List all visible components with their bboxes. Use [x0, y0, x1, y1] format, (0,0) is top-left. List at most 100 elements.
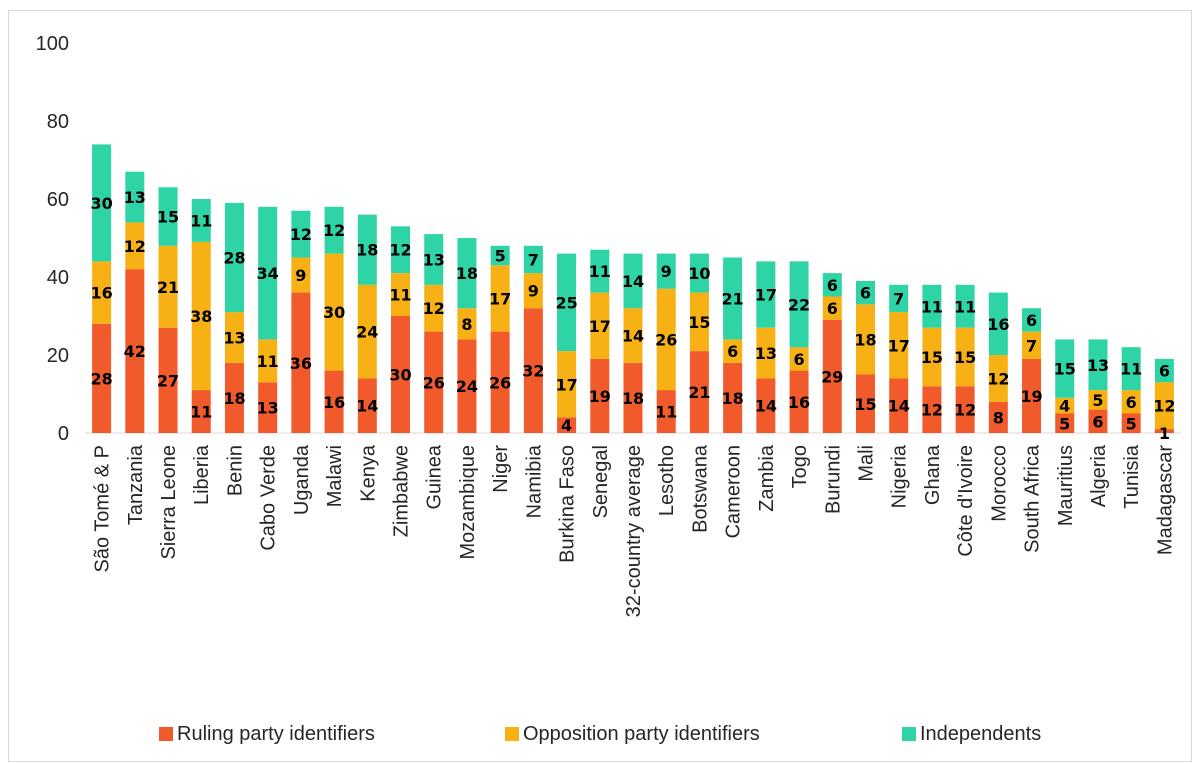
bar-segment [855, 374, 875, 433]
data-label: 14 [888, 397, 910, 416]
data-label: 17 [489, 289, 511, 308]
data-label: 22 [788, 295, 810, 314]
legend-swatch [505, 727, 519, 741]
data-label: 5 [495, 247, 506, 266]
bar-segment [92, 261, 112, 324]
bar-segment [656, 390, 676, 433]
bar-segment [424, 234, 444, 285]
bar-segment [922, 327, 942, 387]
data-label: 25 [555, 293, 577, 312]
bar-segment [424, 331, 444, 433]
bar-segment [457, 308, 477, 340]
bar-segment [391, 316, 411, 433]
bar-segment [689, 292, 709, 352]
data-label: 12 [323, 221, 345, 240]
y-tick-label: 100 [36, 33, 69, 55]
bar-segment [1022, 308, 1042, 332]
y-tick-label: 0 [58, 423, 69, 445]
data-label: 14 [622, 327, 644, 346]
bar-segment [822, 296, 842, 320]
bar-segment [92, 144, 112, 262]
x-tick-label: Guinea [424, 444, 446, 509]
bar-segment [158, 187, 178, 246]
x-tick-label: Ghana [922, 444, 944, 505]
bar-segment [623, 253, 643, 309]
data-label: 28 [90, 369, 112, 388]
bar-segment [789, 347, 809, 371]
data-label: 12 [921, 401, 943, 420]
bar-segment [723, 362, 743, 433]
bar-segment [756, 261, 776, 328]
chart-frame: 0 20 40 60 80 100 São Tomé & P Tanzania Sierra … [8, 10, 1192, 762]
data-label: 17 [555, 375, 577, 394]
data-label: 11 [389, 286, 411, 305]
data-label: 17 [755, 286, 777, 305]
data-label: 15 [688, 313, 710, 332]
bar-segment [689, 351, 709, 433]
bar-segment [391, 226, 411, 274]
bar-segment [191, 390, 211, 433]
bar-segment [291, 210, 311, 258]
data-label: 6 [1026, 311, 1037, 330]
data-label: 18 [456, 264, 478, 283]
data-label: 11 [1120, 360, 1142, 379]
x-tick-label: Mozambique [457, 445, 479, 560]
data-label: 24 [456, 377, 478, 396]
data-label: 5 [1059, 414, 1070, 433]
bar-segment [590, 292, 610, 359]
bar-segment [756, 378, 776, 433]
data-label: 14 [622, 272, 644, 291]
x-tick-label: Côte d'Ivoire [955, 445, 977, 557]
bar-segment [191, 241, 211, 391]
data-label: 8 [993, 408, 1004, 427]
bar-segment [855, 304, 875, 375]
data-label: 18 [223, 389, 245, 408]
bar-segment [1154, 429, 1174, 433]
x-tick-label: Mali [855, 445, 877, 482]
bar-segment [789, 370, 809, 433]
bar-segment [424, 284, 444, 332]
data-label: 19 [589, 387, 611, 406]
data-label: 12 [389, 241, 411, 260]
x-tick-label: Liberia [191, 444, 213, 505]
legend: Ruling party identifiers Opposition party… [159, 723, 1041, 745]
data-label: 15 [157, 208, 179, 227]
bar-segment [557, 417, 577, 433]
x-tick-label: Zimbabwe [391, 445, 413, 537]
data-label: 13 [124, 188, 146, 207]
bar-segment [889, 284, 909, 313]
data-label: 13 [423, 250, 445, 269]
data-label: 34 [257, 264, 279, 283]
bar-segment [523, 245, 543, 274]
bar-segment [224, 362, 244, 433]
data-label: 13 [223, 328, 245, 347]
bar-segment [623, 362, 643, 433]
bar-segment [291, 292, 311, 433]
bar-segment [756, 327, 776, 379]
y-tick-label: 20 [47, 345, 69, 367]
x-tick-label: Niger [490, 445, 512, 493]
data-label: 6 [1126, 393, 1137, 412]
data-label: 12 [987, 369, 1009, 388]
bar-segment [523, 273, 543, 309]
x-axis: São Tomé & P Tanzania Sierra Leone Liberia B… [85, 432, 1181, 617]
x-tick-label: Senegal [590, 445, 612, 518]
data-label: 12 [423, 299, 445, 318]
x-tick-label: Lesotho [656, 445, 678, 516]
data-label: 5 [1126, 414, 1137, 433]
data-label: 15 [854, 395, 876, 414]
data-label: 6 [1092, 412, 1103, 431]
bar-segment [855, 280, 875, 305]
bars [92, 144, 1174, 433]
data-label: 14 [356, 397, 378, 416]
legend-swatch [902, 727, 916, 741]
data-label: 21 [688, 383, 710, 402]
data-label: 28 [223, 249, 245, 268]
bar-segment [822, 319, 842, 433]
bar-segment [357, 378, 377, 433]
data-label: 9 [295, 266, 306, 285]
data-label: 13 [257, 399, 279, 418]
data-label: 17 [888, 336, 910, 355]
data-label: 7 [1026, 336, 1037, 355]
bar-segment [988, 401, 1008, 433]
